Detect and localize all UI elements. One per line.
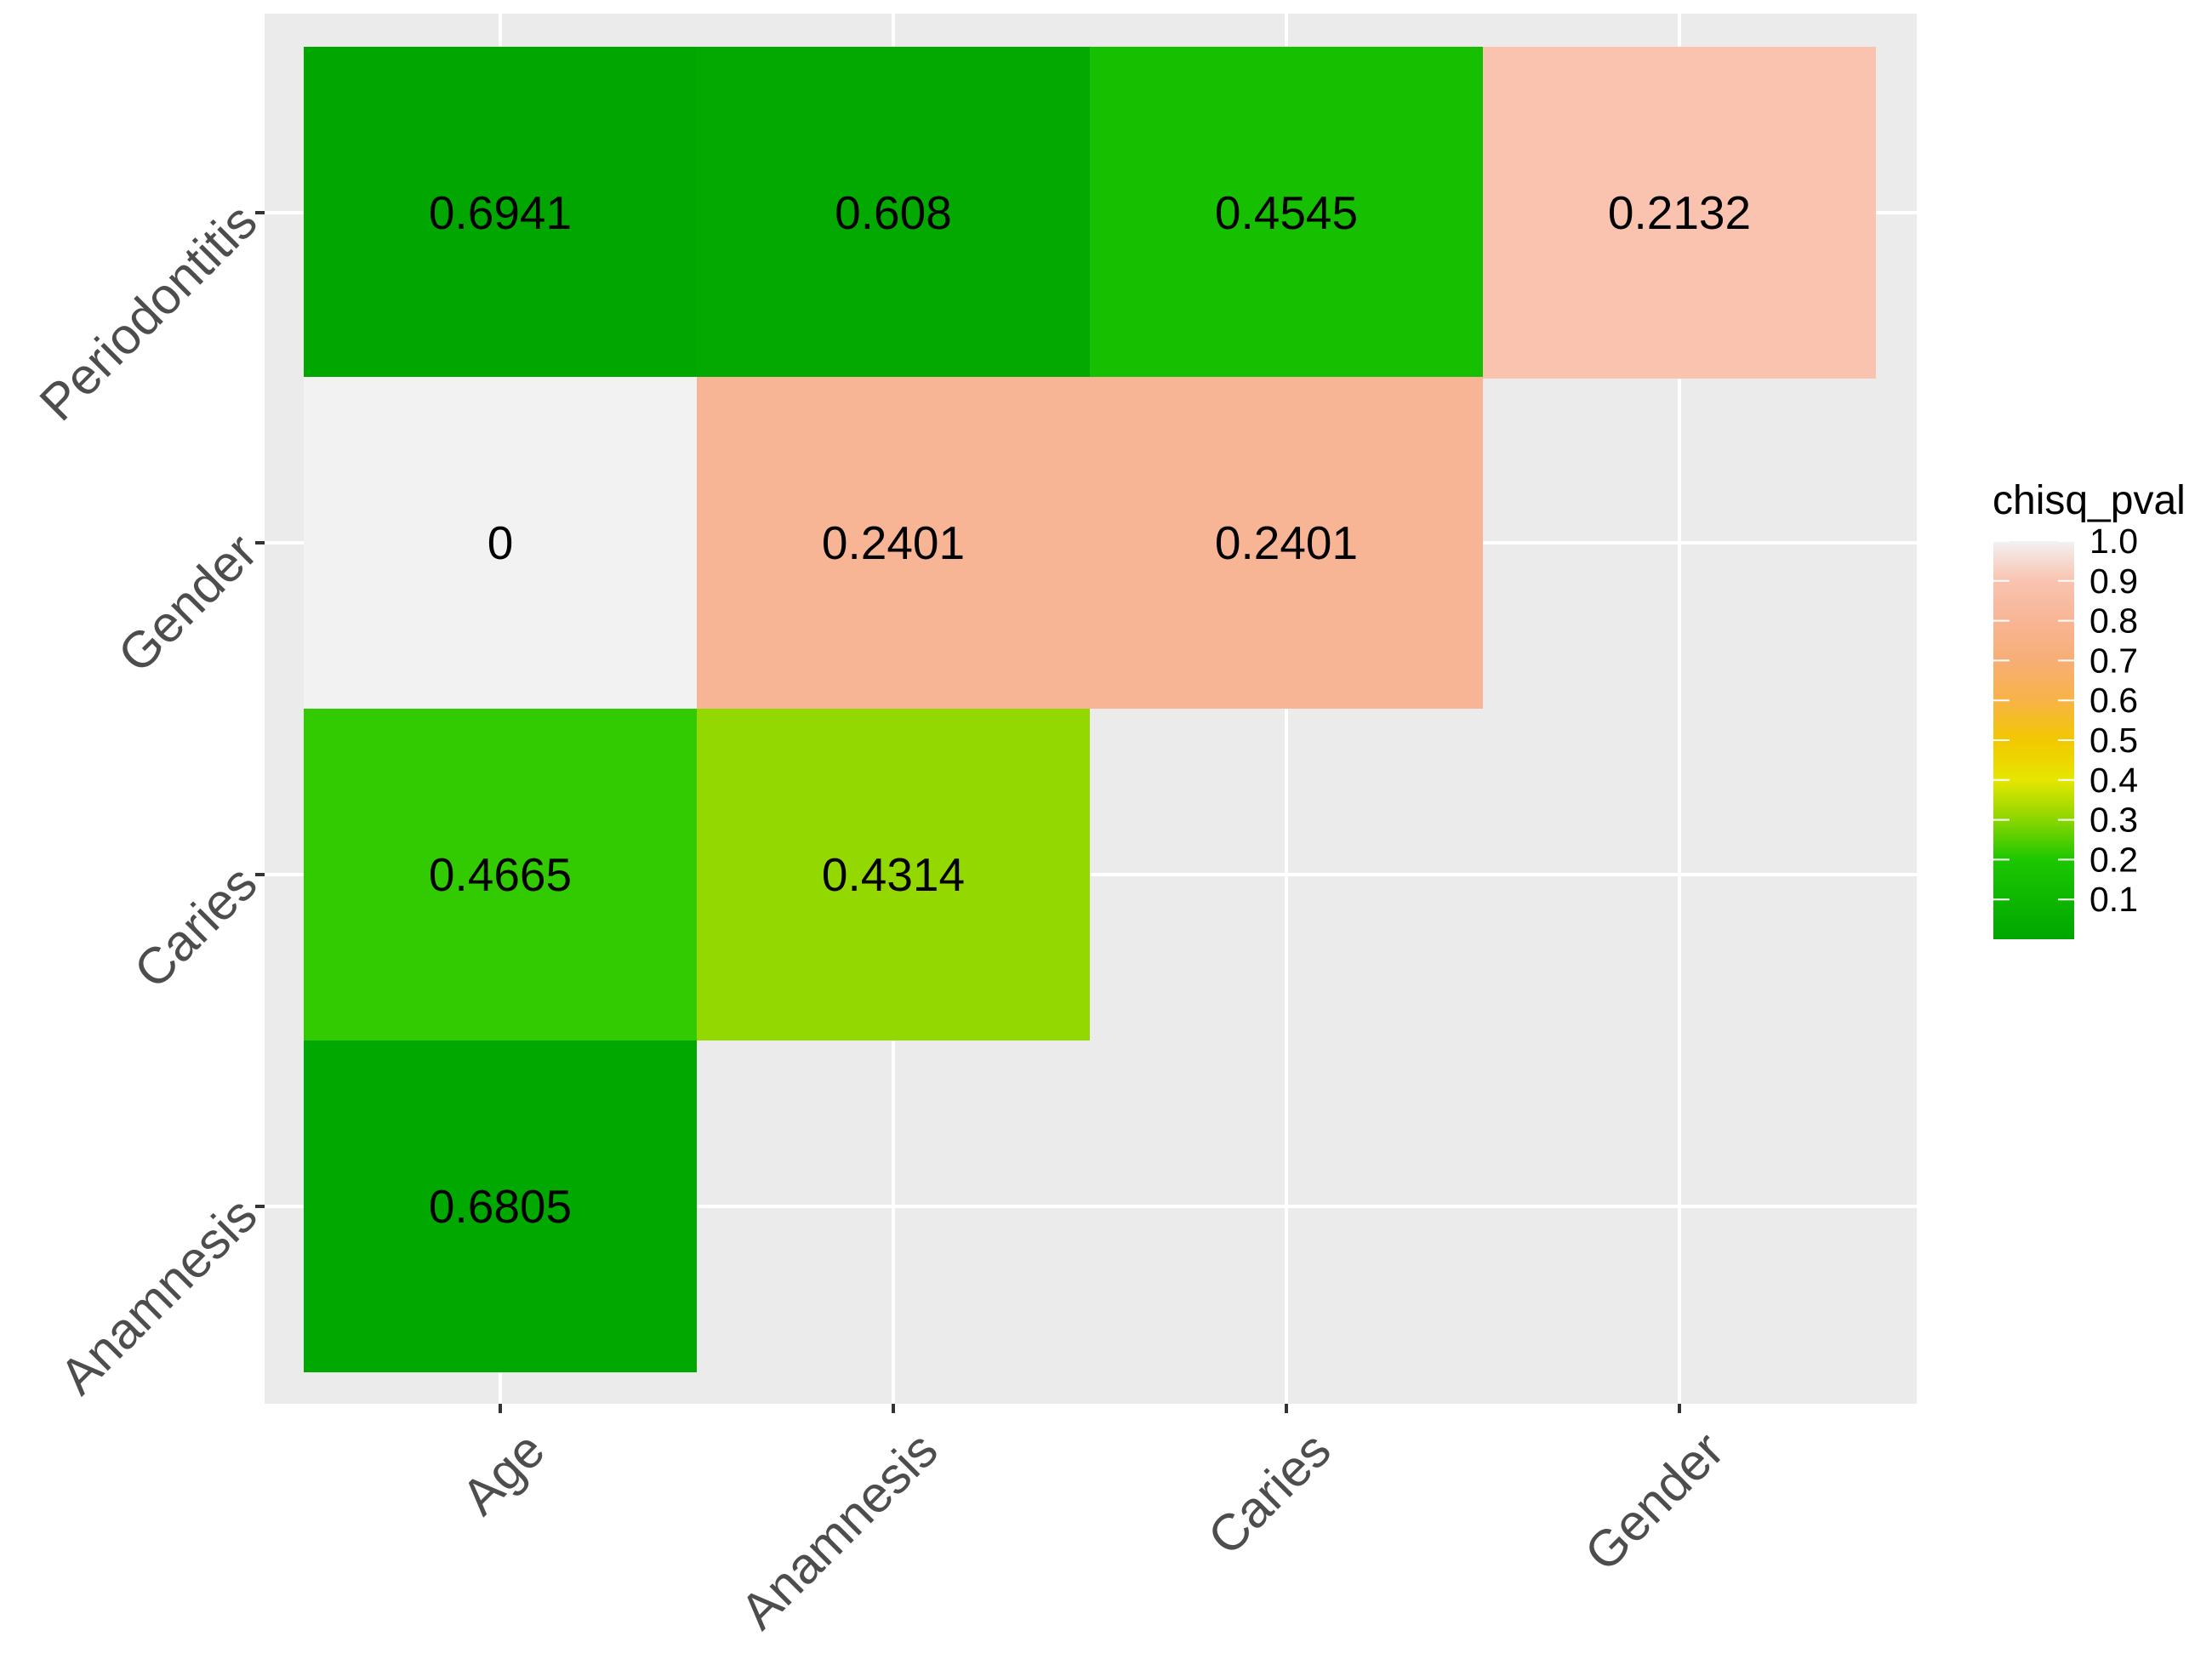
x-axis: Age Anamnesis Caries Gender xyxy=(451,1404,1735,1640)
heatmap-cell xyxy=(1483,47,1876,379)
x-axis-tick-label: Anamnesis xyxy=(729,1421,948,1639)
cell-label: 0.608 xyxy=(835,186,952,239)
x-axis-tick-label: Caries xyxy=(1197,1421,1342,1565)
legend-tick-label: 0.4 xyxy=(2089,761,2138,800)
cell-labels: 0.6941 0.608 0.4545 0.2132 0 0.2401 0.2401 0.46… xyxy=(429,186,1751,1233)
heatmap-cell xyxy=(1090,377,1483,709)
y-axis-tick-label: Periodontitis xyxy=(29,192,268,431)
legend-tick-label: 0.9 xyxy=(2089,562,2138,601)
y-axis: Anamnesis Caries Gender Periodontitis xyxy=(29,192,268,1405)
heatmap-cell xyxy=(304,709,697,1040)
heatmap-cell xyxy=(697,709,1090,1040)
cell-label: 0.2401 xyxy=(822,516,965,569)
cell-label: 0 xyxy=(487,516,514,569)
legend-title: chisq_pval xyxy=(1993,478,2186,523)
legend-tick-label: 0.6 xyxy=(2089,681,2138,720)
cell-label: 0.2132 xyxy=(1608,186,1751,239)
cell-label: 0.6805 xyxy=(429,1180,572,1233)
heatmap-cell xyxy=(304,47,697,379)
y-axis-tick-label: Anamnesis xyxy=(48,1186,267,1405)
cell-label: 0.2401 xyxy=(1215,516,1358,569)
heatmap-cell xyxy=(304,1040,697,1372)
heatmap-cell xyxy=(697,377,1090,709)
cell-label: 0.4665 xyxy=(429,848,572,901)
legend-tick-label: 0.7 xyxy=(2089,641,2138,680)
y-axis-tick-label: Gender xyxy=(107,522,268,683)
legend-tick-label: 0.8 xyxy=(2089,601,2138,641)
heatmap-cells xyxy=(304,47,1876,1372)
cell-label: 0.4314 xyxy=(822,848,965,901)
y-axis-tick-label: Caries xyxy=(123,854,268,999)
heatmap-cell xyxy=(304,377,697,709)
cell-label: 0.6941 xyxy=(429,186,572,239)
x-axis-tick-label: Age xyxy=(451,1421,556,1525)
legend-tick-label: 0.5 xyxy=(2089,721,2138,760)
legend-tick-label: 0.1 xyxy=(2089,880,2138,919)
heatmap-cell xyxy=(697,47,1090,379)
legend-tick-label: 1.0 xyxy=(2089,522,2138,561)
color-legend: chisq_pval 1.00.90.80.70.60.50.40.30.20.… xyxy=(1993,478,2186,939)
x-axis-tick-label: Gender xyxy=(1574,1421,1735,1582)
legend-tick-label: 0.3 xyxy=(2089,801,2138,840)
legend-ticks: 1.00.90.80.70.60.50.40.30.20.1 xyxy=(1993,522,2138,919)
cell-label: 0.4545 xyxy=(1215,186,1358,239)
legend-tick-label: 0.2 xyxy=(2089,840,2138,879)
heatmap-cell xyxy=(1090,47,1483,379)
